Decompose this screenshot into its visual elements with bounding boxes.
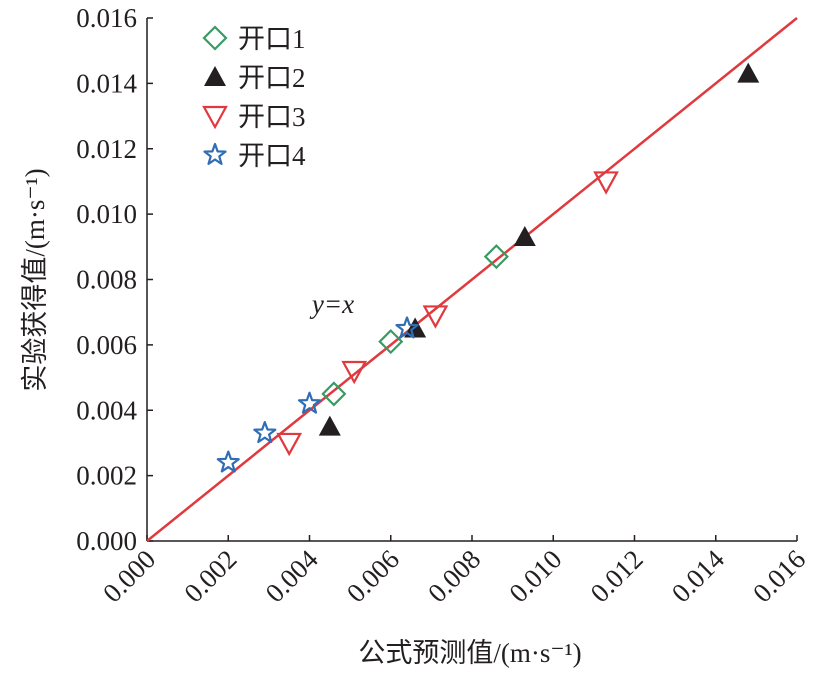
- y-tick-label: 0.000: [76, 526, 137, 556]
- y-axis-label: 实验获得值/(m·s⁻¹): [20, 168, 50, 391]
- legend-marker-开口2: [204, 66, 226, 86]
- reference-line-y-equals-x: [146, 17, 798, 542]
- x-tick-label: 0.002: [178, 544, 242, 608]
- legend-marker-开口3: [202, 105, 228, 130]
- data-point-开口2: [318, 415, 341, 436]
- y-tick-label: 0.008: [76, 265, 137, 295]
- data-point-开口4: [253, 421, 277, 444]
- x-tick-label: 0.006: [341, 544, 405, 608]
- x-tick-label: 0.012: [585, 544, 649, 608]
- data-point-开口3: [422, 305, 449, 329]
- legend-marker-开口4: [203, 142, 227, 165]
- x-tick-label: 0.004: [260, 544, 325, 609]
- data-point-开口3: [276, 432, 303, 457]
- data-point-开口1: [321, 381, 347, 407]
- data-point-开口2: [737, 62, 760, 83]
- x-tick-label: 0.008: [422, 544, 486, 608]
- y-tick-label: 0.006: [76, 330, 137, 360]
- y-tick-label: 0.010: [76, 199, 137, 229]
- data-point-开口1: [483, 244, 509, 270]
- data-point-开口4: [216, 450, 240, 473]
- data-point-开口3: [341, 360, 368, 385]
- data-point-开口4: [297, 391, 322, 414]
- y-tick-label: 0.014: [76, 68, 137, 98]
- data-point-开口3: [593, 171, 619, 195]
- x-tick-label: 0.016: [747, 544, 811, 608]
- y-tick-label: 0.012: [76, 134, 137, 164]
- x-tick-label: 0.010: [503, 544, 567, 608]
- y-tick-label: 0.016: [76, 3, 137, 33]
- data-points: [146, 17, 798, 542]
- data-point-开口1: [378, 329, 404, 355]
- legend-label: 开口2: [238, 63, 306, 93]
- legend-label: 开口3: [238, 102, 306, 132]
- x-axis-label: 公式预测值/(m·s⁻¹): [358, 638, 581, 668]
- legend-label: 开口1: [238, 24, 306, 54]
- legend-label: 开口4: [238, 141, 306, 171]
- x-tick-label: 0.014: [666, 544, 731, 609]
- legend: 开口1 开口2 开口3 开口4: [202, 24, 306, 171]
- legend-marker-开口1: [202, 25, 228, 51]
- y-tick-label: 0.002: [76, 461, 137, 491]
- y-tick-label: 0.004: [76, 395, 137, 425]
- annotation-y-equals-x: y=x: [309, 289, 354, 319]
- data-point-开口2: [513, 226, 536, 247]
- data-point-开口4: [395, 316, 419, 339]
